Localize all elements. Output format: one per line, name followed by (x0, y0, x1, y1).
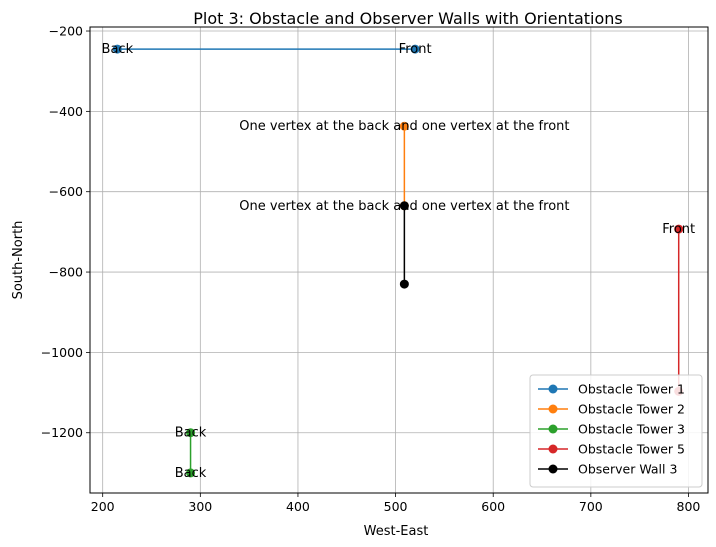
annotation-label: One vertex at the back and one vertex at… (239, 199, 569, 214)
data-point (186, 468, 196, 478)
data-point (399, 279, 409, 289)
annotation-label: One vertex at the back and one vertex at… (239, 119, 569, 134)
chart-title: Plot 3: Obstacle and Observer Walls with… (193, 9, 623, 28)
data-point (410, 44, 420, 54)
legend: Obstacle Tower 1 Obstacle Tower 2 Obstacle… (529, 374, 703, 488)
legend-swatch-marker (548, 384, 558, 394)
legend-entry-label: Obstacle Tower 5 (578, 442, 685, 457)
data-point (186, 428, 196, 438)
x-tick-label: 800 (677, 499, 701, 514)
legend-entry-label: Observer Wall 3 (578, 462, 677, 477)
y-tick-label: −1200 (41, 425, 83, 440)
legend-entry-label: Obstacle Tower 3 (578, 422, 685, 437)
x-tick-label: 200 (91, 499, 115, 514)
y-tick-label: −800 (49, 265, 83, 280)
y-tick-label: −200 (49, 24, 83, 39)
data-point (399, 201, 409, 211)
legend-swatch-marker (548, 404, 558, 414)
x-tick-label: 700 (579, 499, 603, 514)
data-point (399, 121, 409, 131)
annotation-label: Front (399, 42, 432, 57)
data-point (674, 224, 684, 234)
x-tick-label: 300 (188, 499, 212, 514)
legend-box (529, 374, 703, 488)
series-layer (112, 44, 684, 478)
y-tick-label: −1000 (41, 345, 83, 360)
legend-entry-label: Obstacle Tower 2 (578, 402, 685, 417)
legend-swatch-marker (548, 444, 558, 454)
y-axis-title: South-North (11, 221, 26, 300)
annotation-label: Back (175, 426, 207, 441)
annotation-label: Front (662, 222, 695, 237)
x-axis: 200 300 400 500 600 700 800 (91, 493, 701, 514)
legend-entry-label: Obstacle Tower 1 (578, 382, 685, 397)
y-tick-label: −400 (49, 104, 83, 119)
x-tick-label: 400 (286, 499, 310, 514)
x-tick-label: 600 (481, 499, 505, 514)
annotation-label: Back (102, 42, 134, 57)
x-axis-title: West-East (364, 524, 429, 539)
legend-swatch-marker (548, 424, 558, 434)
plot-frame (89, 26, 709, 494)
legend-swatch-marker (548, 464, 558, 474)
x-tick-label: 500 (384, 499, 408, 514)
y-tick-label: −600 (49, 184, 83, 199)
annotation-label: Back (175, 466, 207, 481)
data-point (112, 44, 122, 54)
annotation-layer: Back Front One vertex at the back and one … (102, 42, 696, 481)
y-axis: −200 −400 −600 −800 −1000 −1200 (41, 24, 90, 440)
